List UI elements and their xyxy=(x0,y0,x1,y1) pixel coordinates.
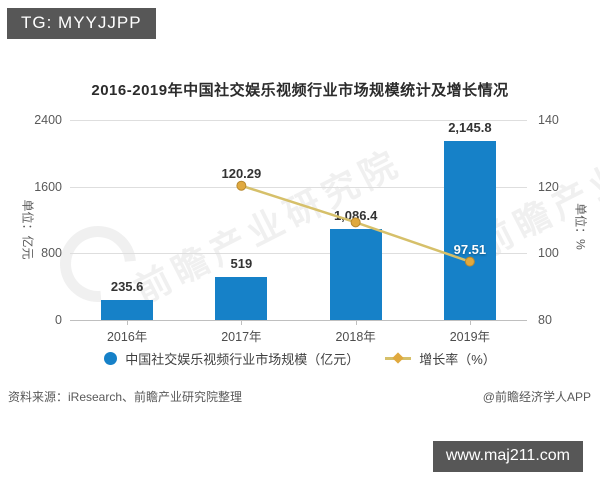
bar-value-label: 2,145.8 xyxy=(448,120,492,136)
legend: 中国社交娱乐视频行业市场规模（亿元） 增长率（%） xyxy=(0,349,600,368)
x-tick-mark xyxy=(127,321,129,325)
legend-line-swatch-icon xyxy=(385,352,412,364)
x-axis-label: 2017年 xyxy=(221,330,262,344)
gridline xyxy=(70,120,527,121)
bar-2016年 xyxy=(101,300,154,320)
legend-diamond-icon xyxy=(392,352,404,364)
x-axis-label: 2018年 xyxy=(335,330,376,344)
bar-2019年 xyxy=(443,141,496,320)
bar-2017年 xyxy=(215,276,268,320)
tag-badge: TG: MYYJJPP xyxy=(7,8,156,39)
credit-text: @前瞻经济学人APP xyxy=(482,390,591,404)
growth-line-layer xyxy=(236,180,475,267)
url-badge: www.maj211.com xyxy=(432,441,583,472)
bar-value-label: 519 xyxy=(230,255,253,271)
y-axis-tick-left: 2400 xyxy=(34,113,62,127)
x-tick-mark xyxy=(469,321,471,325)
gridline xyxy=(70,320,527,321)
line-marker-icon xyxy=(236,180,247,191)
growth-value-label: 120.29 xyxy=(221,165,262,181)
legend-label-market-size: 中国社交娱乐视频行业市场规模（亿元） xyxy=(125,352,360,367)
y-axis-tick-left: 1600 xyxy=(34,179,62,194)
line-marker-icon xyxy=(464,256,475,267)
gridline xyxy=(70,186,527,188)
legend-bar-swatch-icon xyxy=(104,352,118,365)
y-axis-tick-left: 800 xyxy=(41,246,62,261)
bar-2018年 xyxy=(329,229,382,320)
x-axis-label: 2019年 xyxy=(449,330,491,344)
source-text: 资料来源：iResearch、前瞻产业研究院整理 xyxy=(8,390,243,404)
y-axis-tick-left: 0 xyxy=(55,313,62,327)
legend-item-growth-rate: 增长率（%） xyxy=(385,349,496,368)
y-axis-tick-right: 140 xyxy=(538,113,559,127)
y-axis-tick-right: 100 xyxy=(538,246,559,261)
line-marker-icon xyxy=(350,217,361,228)
source-row: 资料来源：iResearch、前瞻产业研究院整理 @前瞻经济学人APP xyxy=(8,388,591,405)
chart-title: 2016-2019年中国社交娱乐视频行业市场规模统计及增长情况 xyxy=(91,82,509,99)
bar-value-label: 235.6 xyxy=(110,279,144,295)
y-axis-tick-right: 120 xyxy=(538,179,559,194)
y-axis-tick-right: 80 xyxy=(538,313,552,327)
plot-area: 235.6 519 1,086.4 2,145.8 120.29 97.51 xyxy=(70,120,527,321)
legend-label-growth-rate: 增长率（%） xyxy=(419,352,496,367)
x-tick-mark xyxy=(241,321,243,325)
x-axis-label: 2016年 xyxy=(106,330,148,344)
right-axis-unit-label: 单位：% xyxy=(573,203,588,250)
growth-value-label: 97.51 xyxy=(453,241,487,257)
gridline xyxy=(70,253,527,255)
x-tick-mark xyxy=(355,321,357,325)
legend-item-market-size: 中国社交娱乐视频行业市场规模（亿元） xyxy=(104,349,359,368)
